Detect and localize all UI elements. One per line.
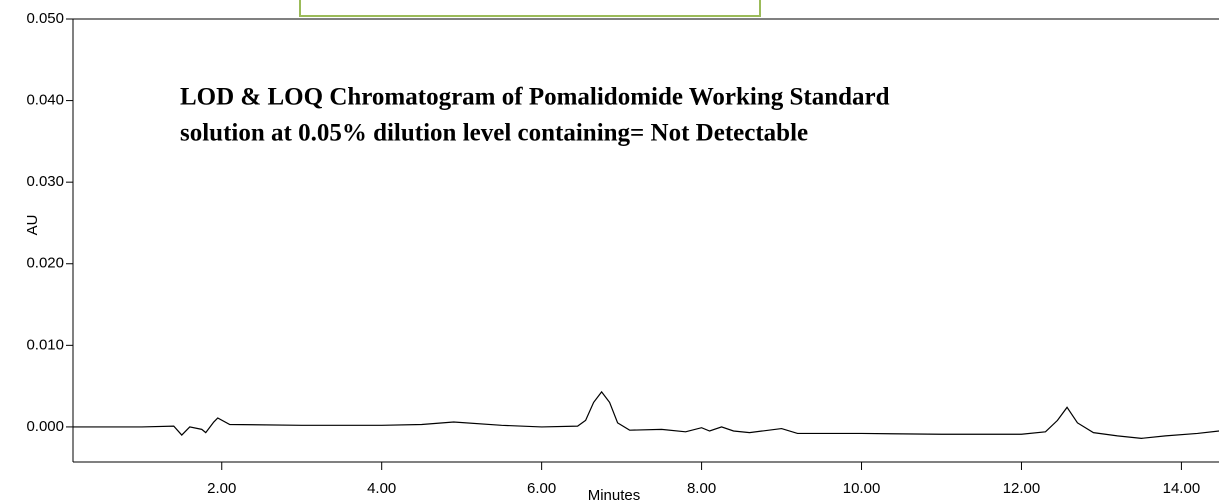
x-tick-label: 8.00 (687, 480, 716, 497)
y-tick-label: 0.000 (26, 418, 64, 435)
x-tick-label: 12.00 (1003, 480, 1041, 497)
annotation: LOD & LOQ Chromatogram of Pomalidomide W… (180, 84, 890, 111)
x-tick-label: 6.00 (527, 480, 556, 497)
x-tick-label: 4.00 (367, 480, 396, 497)
y-axis-label: AU (24, 215, 41, 236)
y-tick-label: 0.020 (26, 255, 64, 272)
y-tick-label: 0.040 (26, 92, 64, 109)
trace (73, 390, 1219, 439)
x-axis-label: Minutes (588, 487, 641, 503)
x-tick-label: 14.00 (1163, 480, 1201, 497)
y-tick-label: 0.050 (26, 10, 64, 27)
x-tick-label: 10.00 (843, 480, 881, 497)
annotation: solution at 0.05% dilution level contain… (180, 120, 808, 147)
caption-box (299, 0, 761, 17)
y-tick-label: 0.010 (26, 336, 64, 353)
y-tick-label: 0.030 (26, 173, 64, 190)
x-tick-label: 2.00 (207, 480, 236, 497)
